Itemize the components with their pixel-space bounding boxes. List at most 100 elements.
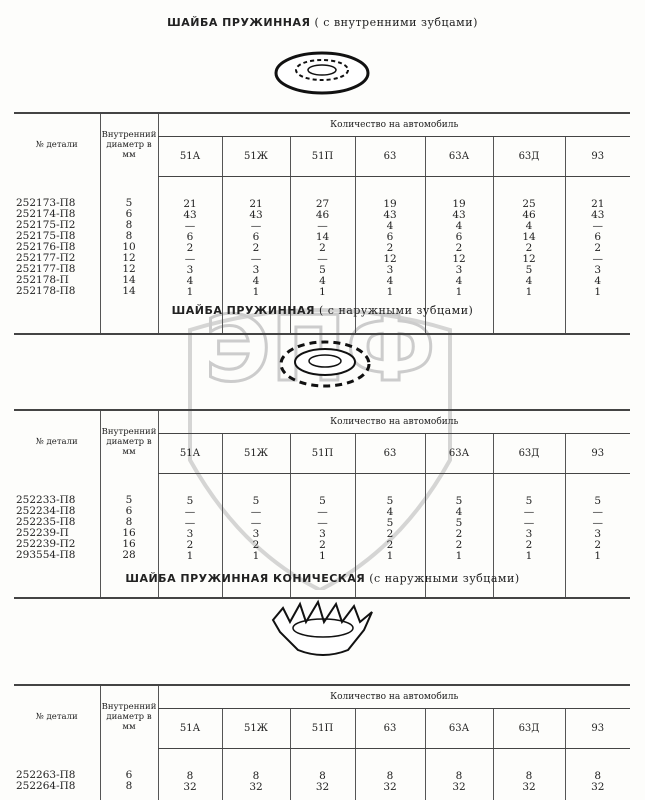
- quantity-cell: 1: [252, 285, 260, 298]
- quantity-cell: —: [317, 219, 328, 232]
- quantity-cell: 3: [252, 527, 260, 540]
- column-header-model: 63: [354, 433, 425, 474]
- quantity-cell: 2: [594, 241, 602, 254]
- quantity-cell: —: [317, 505, 328, 518]
- conical-washer-illustration: [271, 599, 373, 656]
- quantity-cell: 3: [594, 527, 602, 540]
- section-title: ШАЙБА ПРУЖИННАЯ ( с внутренними зубцами): [167, 16, 478, 29]
- quantity-cell: 4: [525, 274, 533, 287]
- quantity-cell: 2: [386, 527, 394, 540]
- quantity-cell: 5: [594, 494, 602, 507]
- part-number: 252175-П2: [16, 219, 76, 231]
- quantity-cell: 32: [315, 780, 330, 793]
- quantity-cell: 1: [319, 285, 326, 298]
- part-number: 252239-П2: [16, 538, 76, 550]
- quantity-cell: 2: [525, 241, 533, 254]
- quantity-cell: 8: [252, 769, 260, 782]
- quantity-cell: —: [184, 505, 196, 518]
- quantity-cell: 32: [452, 780, 466, 793]
- column-header-part: № детали: [35, 140, 78, 150]
- quantity-cell: 32: [249, 780, 263, 793]
- quantity-cell: 8: [186, 769, 194, 782]
- column-header-diameter: Внутренний диаметр в мм: [99, 410, 158, 473]
- external-tooth-washer-illustration: [279, 340, 371, 388]
- quantity-cell: 5: [525, 263, 533, 276]
- quantity-cell: —: [184, 516, 196, 529]
- quantity-cell: 5: [319, 263, 326, 276]
- quantity-cell: 21: [249, 197, 263, 210]
- quantity-cell: 2: [186, 241, 194, 254]
- inner-diameter: 6: [125, 505, 133, 517]
- quantity-cell: 4: [455, 219, 463, 232]
- section-title: ШАЙБА ПРУЖИННАЯ ( с наружными зубцами): [171, 304, 474, 317]
- column-header-diameter: Внутренний диаметр в мм: [99, 113, 158, 176]
- quantity-cell: —: [250, 219, 262, 232]
- inner-diameter: 8: [125, 516, 133, 528]
- quantity-cell: —: [592, 516, 604, 529]
- quantity-cell: 3: [455, 263, 463, 276]
- quantity-cell: 3: [186, 527, 194, 540]
- quantity-cell: 4: [186, 274, 194, 287]
- quantity-cell: —: [523, 516, 535, 529]
- part-number: 252177-П8: [16, 263, 76, 275]
- quantity-cell: 5: [186, 494, 194, 507]
- quantity-cell: 8: [455, 769, 463, 782]
- quantity-cell: 1: [386, 285, 394, 298]
- quantity-cell: 5: [455, 516, 463, 529]
- part-number: 252178-П: [16, 274, 69, 286]
- quantity-cell: 8: [319, 769, 326, 782]
- inner-diameter: 8: [125, 219, 133, 231]
- quantity-cell: 3: [594, 263, 602, 276]
- quantity-cell: 1: [594, 549, 602, 562]
- column-header-model: 51П: [289, 708, 355, 749]
- part-number: 252264-П8: [16, 780, 76, 792]
- column-header-model: 93: [564, 708, 631, 749]
- column-header-model: 51Ж: [221, 708, 290, 749]
- column-header-diameter: Внутренний диаметр в мм: [99, 685, 158, 748]
- quantity-cell: 5: [455, 494, 463, 507]
- quantity-cell: 14: [315, 230, 330, 243]
- washer-table-conical: № детали Внутренний диаметр в мм Количеств…: [14, 684, 631, 800]
- column-header-model: 63А: [424, 708, 493, 749]
- column-header-model: 93: [564, 136, 631, 177]
- quantity-cell: —: [592, 219, 604, 232]
- inner-diameter: 8: [125, 230, 133, 242]
- quantity-cell: —: [250, 505, 262, 518]
- quantity-cell: 43: [249, 208, 263, 221]
- quantity-cell: 2: [525, 538, 533, 551]
- quantity-cell: 1: [455, 549, 463, 562]
- inner-diameter: 28: [122, 549, 136, 561]
- quantity-cell: 6: [594, 230, 602, 243]
- quantity-cell: 46: [522, 208, 536, 221]
- column-header-model: 51А: [157, 433, 222, 474]
- inner-diameter: 5: [125, 197, 133, 209]
- quantity-cell: 6: [186, 230, 194, 243]
- quantity-cell: 2: [252, 241, 260, 254]
- internal-tooth-washer-illustration: [274, 51, 370, 95]
- quantity-cell: 2: [319, 241, 326, 254]
- column-header-model: 63: [354, 136, 425, 177]
- part-number: 252239-П: [16, 527, 69, 539]
- part-number: 252235-П8: [16, 516, 76, 528]
- quantity-cell: 2: [386, 241, 394, 254]
- quantity-cell: 21: [591, 197, 605, 210]
- quantity-cell: 5: [525, 494, 533, 507]
- quantity-cell: 12: [383, 252, 397, 265]
- quantity-cell: 12: [452, 252, 466, 265]
- quantity-cell: 12: [522, 252, 536, 265]
- quantity-cell: 19: [383, 197, 397, 210]
- quantity-cell: 3: [186, 263, 194, 276]
- quantity-cell: 25: [522, 197, 536, 210]
- quantity-cell: 4: [386, 274, 394, 287]
- inner-diameter: 12: [122, 252, 136, 264]
- part-number: 293554-П8: [16, 549, 76, 561]
- quantity-cell: 1: [455, 285, 463, 298]
- quantity-cell: 4: [455, 505, 463, 518]
- quantity-cell: —: [184, 252, 196, 265]
- quantity-cell: 1: [386, 549, 394, 562]
- quantity-cell: —: [523, 505, 535, 518]
- inner-diameter: 12: [122, 263, 136, 275]
- quantity-cell: 32: [183, 780, 197, 793]
- column-header-model: 51Ж: [221, 136, 290, 177]
- part-number: 252176-П8: [16, 241, 76, 253]
